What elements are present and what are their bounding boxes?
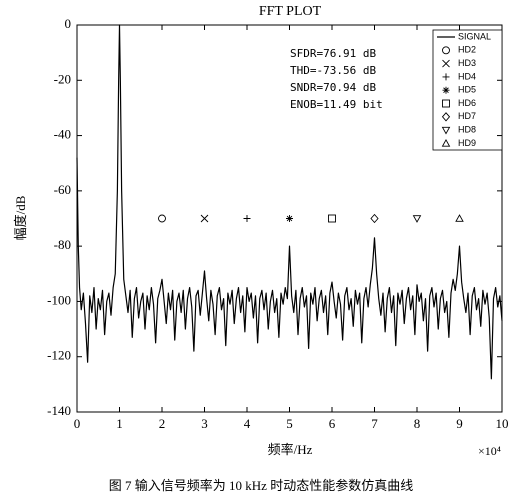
legend-label: HD7	[458, 111, 476, 121]
legend-symbol	[442, 46, 450, 55]
legend-label: HD8	[458, 124, 476, 134]
legend-label: HD9	[458, 138, 476, 148]
legend-label: HD4	[458, 71, 476, 81]
x-tick-label: 10	[496, 416, 509, 431]
y-tick-label: -40	[54, 127, 71, 142]
x-scale-label: ×10⁴	[478, 444, 501, 458]
x-tick-label: 5	[286, 416, 293, 431]
harmonic-marker	[286, 215, 293, 222]
harmonic-marker	[412, 215, 422, 223]
harmonic-marker	[243, 215, 251, 222]
harmonic-marker	[328, 214, 336, 223]
x-tick-label: 8	[414, 416, 421, 431]
chart-title: FFT PLOT	[259, 4, 322, 19]
signal-line	[76, 24, 503, 380]
x-tick-label: 1	[116, 416, 123, 431]
y-tick-label: -140	[47, 403, 71, 418]
annotation: SNDR=70.94 dB	[290, 81, 376, 94]
legend-symbol	[442, 59, 450, 68]
y-tick-label: -100	[47, 292, 71, 307]
x-axis-label: 频率/Hz	[268, 442, 313, 457]
x-tick-label: 0	[74, 416, 81, 431]
legend-label: HD5	[458, 85, 476, 95]
legend-symbol	[442, 99, 450, 108]
legend-label: HD6	[458, 98, 476, 108]
y-tick-label: -20	[54, 71, 71, 86]
legend-symbol	[441, 126, 451, 135]
caption: 图 7 输入信号频率为 10 kHz 时动态性能参数仿真曲线	[109, 478, 413, 493]
harmonic-marker	[200, 214, 209, 223]
x-tick-label: 6	[329, 416, 336, 431]
annotation: THD=-73.56 dB	[290, 64, 376, 77]
legend-symbol	[441, 112, 451, 122]
legend-symbol	[442, 86, 450, 94]
y-tick-label: -80	[54, 237, 71, 252]
legend-symbol	[442, 73, 450, 81]
legend-label: HD2	[458, 45, 476, 55]
x-tick-label: 3	[201, 416, 208, 431]
harmonic-marker	[370, 213, 379, 224]
legend-symbol	[441, 138, 451, 147]
x-tick-label: 2	[159, 416, 166, 431]
legend-label: HD3	[458, 58, 476, 68]
x-tick-label: 9	[456, 416, 463, 431]
legend-label: SIGNAL	[458, 31, 491, 41]
x-tick-label: 4	[244, 416, 251, 431]
harmonic-marker	[158, 214, 166, 223]
y-tick-label: -60	[54, 182, 71, 197]
x-tick-label: 7	[371, 416, 378, 431]
y-tick-label: -120	[47, 348, 71, 363]
annotation: ENOB=11.49 bit	[290, 98, 383, 111]
y-axis-label: 幅度/dB	[13, 195, 28, 240]
y-tick-label: 0	[65, 16, 72, 31]
harmonic-marker	[455, 214, 464, 222]
annotation: SFDR=76.91 dB	[290, 47, 376, 60]
